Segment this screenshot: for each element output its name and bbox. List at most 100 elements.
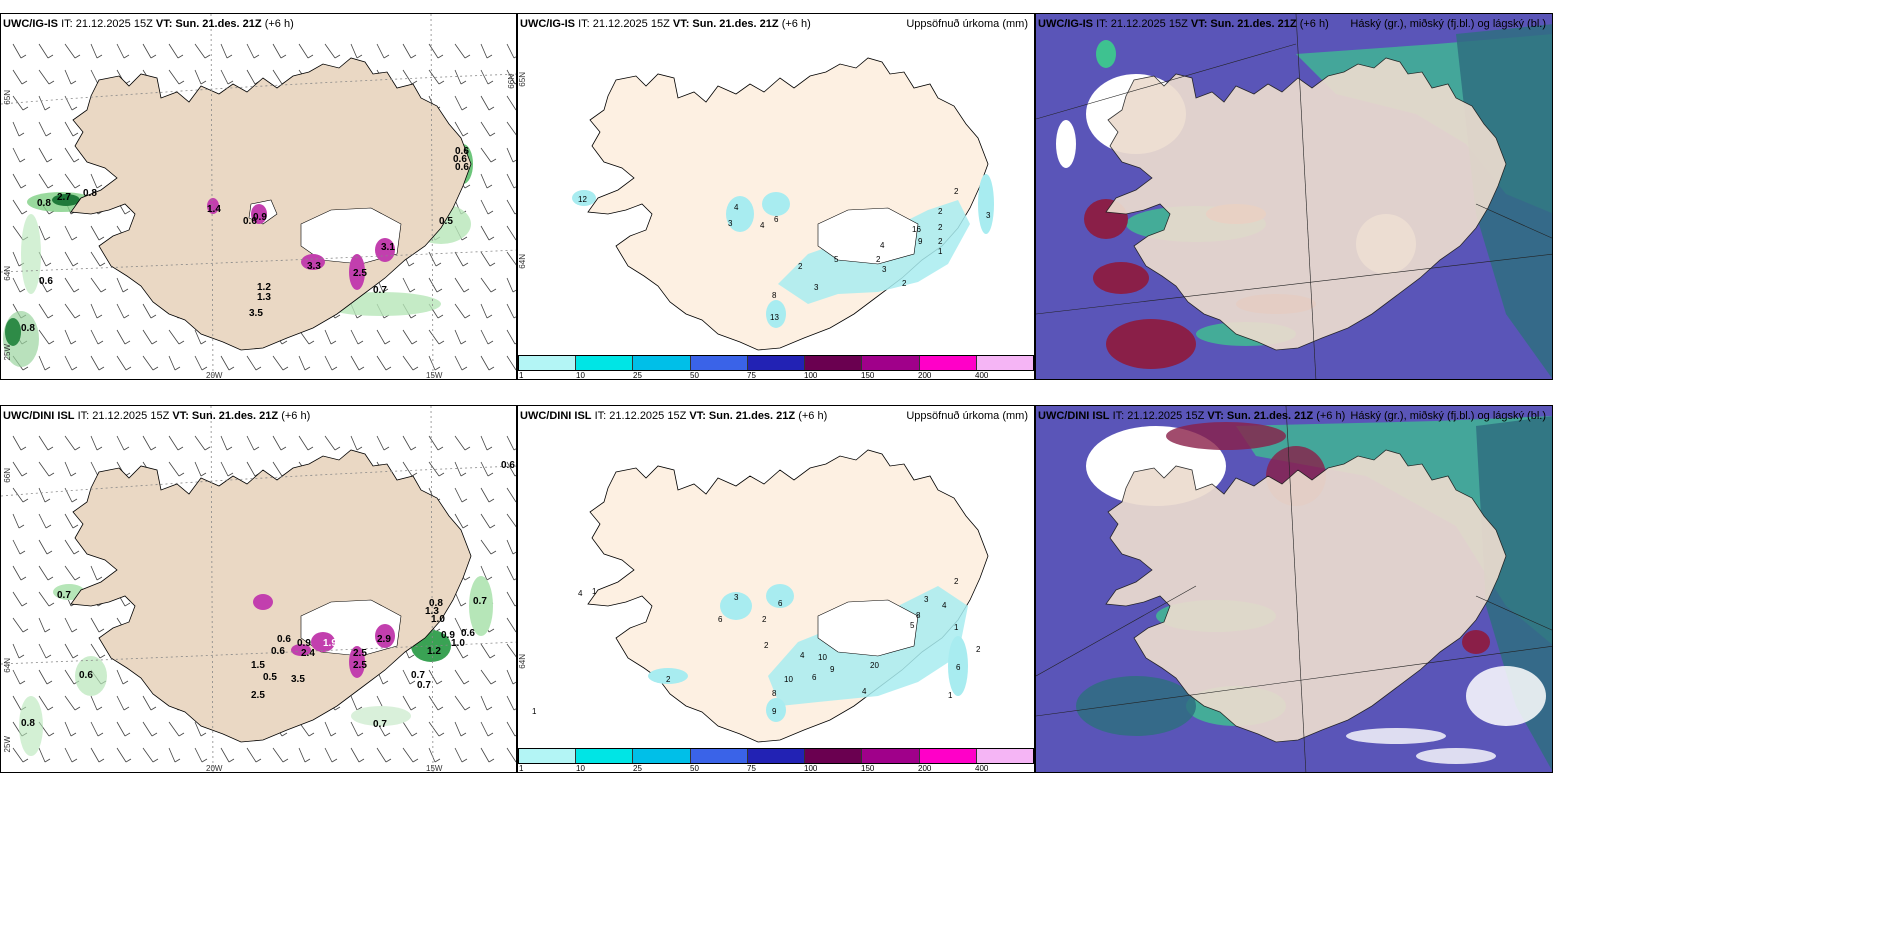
wind-barb <box>90 565 103 581</box>
wind-barb <box>246 355 262 371</box>
colorbar-bin <box>576 356 634 370</box>
wind-barb <box>454 695 471 711</box>
wind-barb <box>454 329 467 345</box>
wind-barb <box>350 43 363 59</box>
wind-barb <box>12 69 28 85</box>
lon-tick-25w: 25W <box>3 736 12 753</box>
wind-barb <box>64 617 78 633</box>
colorbar-bin <box>862 356 920 370</box>
panel-bottom-right: UWC/DINI ISL IT: 21.12.2025 15Z VT: Sun.… <box>1035 405 1553 773</box>
precip-value: 3 <box>814 283 819 292</box>
wind-barb <box>64 251 79 267</box>
precip-value: 2 <box>954 187 959 196</box>
wind-barb <box>90 355 105 371</box>
wind-barb <box>454 69 467 85</box>
wind-barb <box>12 461 28 477</box>
colorbar-bin <box>919 749 977 763</box>
precip-value: 0.9 <box>253 212 267 223</box>
wind-barb <box>38 43 54 59</box>
wind-barb <box>246 435 260 451</box>
lat-tick-65n: 65N <box>518 72 527 87</box>
wind-barb <box>298 747 311 763</box>
wind-barb <box>272 355 289 371</box>
wind-barb <box>506 747 516 763</box>
precip-value: 1 <box>954 623 959 632</box>
wind-barb <box>480 95 495 111</box>
precip-value: 2 <box>976 645 981 654</box>
precip-value: 2.9 <box>377 634 391 645</box>
colorbar-label: 25 <box>633 371 642 380</box>
wind-barb <box>480 669 497 685</box>
panel-header: UWC/DINI ISL IT: 21.12.2025 15Z VT: Sun.… <box>1038 410 1346 422</box>
wind-barb <box>38 277 53 293</box>
wind-barb <box>38 643 52 659</box>
wind-barb <box>506 95 516 111</box>
wind-barb <box>506 147 516 163</box>
wind-barb <box>428 721 445 737</box>
precip-value: 9 <box>772 707 777 716</box>
wind-barb <box>90 747 105 763</box>
wind-barb <box>12 95 29 111</box>
wind-barb <box>506 565 516 581</box>
precip-value: 2 <box>938 223 943 232</box>
wind-barb <box>506 173 516 189</box>
wind-barb <box>142 43 157 59</box>
wind-barb <box>402 43 417 59</box>
wind-barb <box>90 43 103 59</box>
colorbar-label: 400 <box>975 371 989 380</box>
precip-value: 8 <box>916 611 921 620</box>
wind-barb <box>12 199 28 215</box>
precip-value: 5 <box>834 255 839 264</box>
precip-value: 0.6 <box>455 162 469 173</box>
wind-barb <box>168 435 184 451</box>
wind-barb <box>324 43 341 59</box>
panel-header: UWC/DINI ISL IT: 21.12.2025 15Z VT: Sun.… <box>520 410 828 422</box>
wind-barb <box>480 513 496 529</box>
precip-value: 4 <box>578 589 583 598</box>
wind-barb <box>428 277 443 293</box>
precip-value: 2.5 <box>353 648 367 659</box>
wind-barb <box>168 329 185 345</box>
wind-barb <box>350 747 365 763</box>
precip-value: 6 <box>774 215 779 224</box>
precip-value: 2 <box>938 237 943 246</box>
precip-value: 2.5 <box>353 268 367 279</box>
wind-barb <box>64 355 78 371</box>
wind-barb <box>506 513 516 528</box>
wind-barb <box>454 121 469 137</box>
wind-barb <box>376 747 392 763</box>
wind-barb <box>428 69 445 85</box>
lat-tick-66n: 66N <box>507 74 516 89</box>
wind-barb <box>168 461 185 477</box>
wind-barb <box>402 329 418 345</box>
wind-barb <box>506 43 516 59</box>
colorbar-label: 400 <box>975 764 989 773</box>
wind-barb <box>38 747 51 763</box>
wind-barb <box>90 329 104 345</box>
colorbar-label: 25 <box>633 764 642 773</box>
wind-barb <box>324 355 338 371</box>
wind-barb <box>64 147 80 163</box>
panel-header: UWC/IG-IS IT: 21.12.2025 15Z VT: Sun. 21… <box>520 18 811 30</box>
wind-barb <box>12 539 26 555</box>
precip-value: 2.4 <box>301 648 315 659</box>
precip-value: 3.5 <box>291 674 305 685</box>
precip-value: 0.6 <box>39 276 53 287</box>
wind-barb <box>298 435 314 451</box>
wind-barb <box>64 43 81 59</box>
wind-barb <box>480 147 497 163</box>
wind-barb <box>194 461 207 477</box>
colorbar-bin <box>633 356 691 370</box>
wind-barb <box>116 303 130 319</box>
wind-barb <box>64 721 77 737</box>
wind-barb <box>142 695 157 711</box>
wind-barb <box>454 487 468 503</box>
wind-barb <box>480 121 496 137</box>
wind-barb <box>90 721 104 737</box>
colorbar-label: 100 <box>804 764 818 773</box>
wind-barb <box>12 591 28 607</box>
wind-barb <box>116 669 129 685</box>
wind-barb <box>116 43 130 59</box>
precip-value: 0.5 <box>263 672 277 683</box>
wind-barb <box>142 355 159 371</box>
